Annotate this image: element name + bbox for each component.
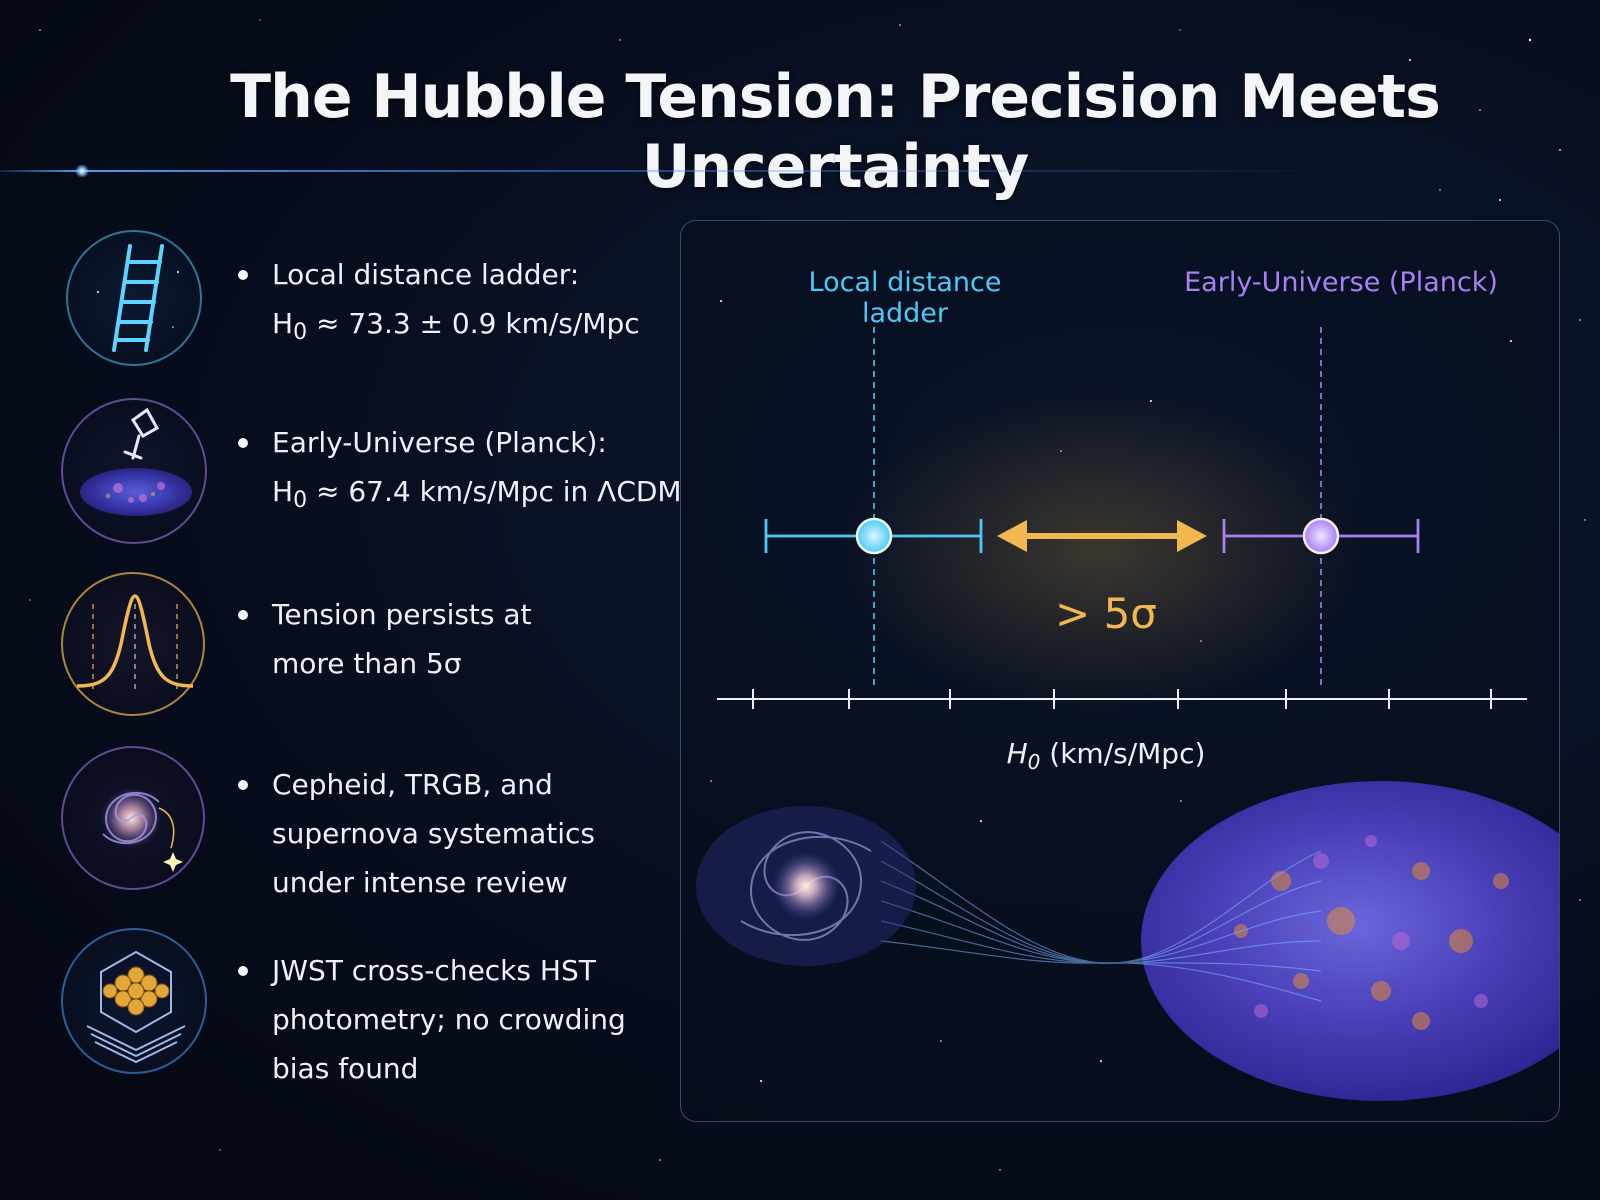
item-text: Early-Universe (Planck): H0 ≈ 67.4 km/s/… — [272, 418, 692, 525]
spiral-galaxy — [696, 806, 916, 966]
item-line-2: photometry; no crowding — [272, 1003, 626, 1036]
bullet-dot — [238, 438, 248, 448]
page-title: The Hubble Tension: Precision Meets Unce… — [230, 62, 1441, 202]
early-universe-label: Early-Universe (Planck) — [1184, 267, 1498, 298]
item-line-2: H0 ≈ 67.4 km/s/Mpc in ΛCDM — [272, 467, 692, 525]
hubble-tension-diagram: Local distance ladder Early-Universe (Pl… — [680, 220, 1560, 1122]
item-text: Cepheid, TRGB, and supernova systematics… — [272, 760, 692, 907]
telescope-cmb-icon — [61, 398, 207, 544]
item-line-2: H0 ≈ 73.3 ± 0.9 km/s/Mpc — [272, 299, 692, 357]
local-point — [855, 517, 893, 555]
bullet-dot — [238, 610, 248, 620]
diagram-graphics — [696, 300, 1559, 1101]
spiral-galaxy-icon — [61, 746, 205, 890]
bullet-dot — [238, 780, 248, 790]
jwst-mirror-icon — [61, 928, 207, 1074]
axis-h-symbol: H — [1006, 737, 1028, 770]
h0-value: ≈ 73.3 ± 0.9 km/s/Mpc — [307, 307, 640, 340]
tension-double-arrow — [997, 520, 1207, 552]
tension-sigma-label: > 5σ — [1055, 589, 1157, 638]
tension-glow — [841, 391, 1361, 711]
connecting-filaments — [880, 840, 1322, 1002]
ladder-icon — [66, 230, 202, 366]
title-underline — [0, 170, 1330, 172]
h0-subscript: 0 — [293, 488, 308, 513]
local-ladder-label: Local distance ladder — [808, 267, 1002, 329]
panel-stars — [710, 300, 1512, 1082]
item-text: Tension persists at more than 5σ — [272, 590, 692, 688]
item-line-2: more than 5σ — [272, 647, 462, 680]
h0-subscript: 0 — [293, 320, 308, 345]
item-line-3: under intense review — [272, 866, 568, 899]
bullet-dot — [238, 270, 248, 280]
h0-symbol: H — [272, 475, 294, 508]
h0-axis — [717, 689, 1527, 709]
h0-symbol: H — [272, 307, 294, 340]
item-text: JWST cross-checks HST photometry; no cro… — [272, 946, 692, 1093]
axis-title: H0 (km/s/Mpc) — [931, 737, 1281, 774]
early-point — [1302, 517, 1340, 555]
axis-h-subscript: 0 — [1027, 750, 1041, 774]
axis-unit: (km/s/Mpc) — [1040, 737, 1206, 770]
item-line-3: bias found — [272, 1052, 419, 1085]
cmb-sky-map — [1141, 781, 1559, 1101]
item-text: Local distance ladder: H0 ≈ 73.3 ± 0.9 k… — [272, 250, 692, 357]
title-flare — [74, 165, 90, 177]
h0-value: ≈ 67.4 km/s/Mpc in ΛCDM — [307, 475, 682, 508]
item-line-1: Cepheid, TRGB, and — [272, 768, 553, 801]
item-line-1: Early-Universe (Planck): — [272, 426, 607, 459]
item-line-2: supernova systematics — [272, 817, 595, 850]
gaussian-curve-icon — [61, 572, 205, 716]
item-line-1: JWST cross-checks HST — [272, 954, 596, 987]
bullet-dot — [238, 966, 248, 976]
item-line-1: Local distance ladder: — [272, 258, 580, 291]
item-line-1: Tension persists at — [272, 598, 532, 631]
